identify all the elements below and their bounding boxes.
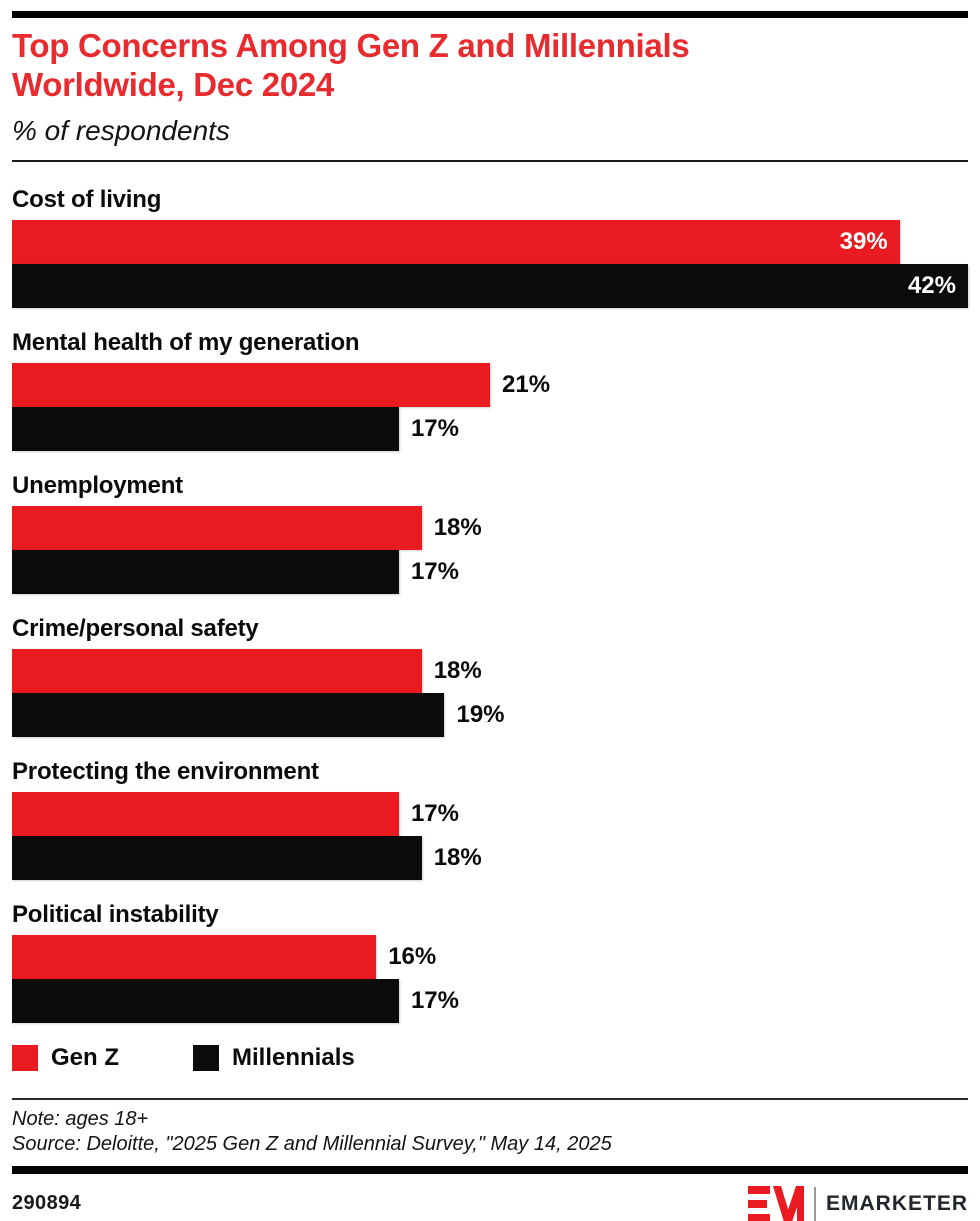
- chart-group: Mental health of my generation 21% 17%: [12, 329, 968, 451]
- bar-row: 21%: [12, 362, 968, 407]
- gen-z-bar: [12, 934, 377, 979]
- chart-subtitle: % of respondents: [12, 114, 230, 146]
- footer-row: 290894 EMARKETER: [12, 1185, 968, 1221]
- category-label: Protecting the environment: [12, 757, 319, 785]
- gen-z-bar: 39%: [12, 219, 900, 264]
- category-label: Mental health of my generation: [12, 328, 360, 356]
- note-line: Note: ages 18+: [12, 1107, 149, 1130]
- chart-groups: Cost of living 39% 42% Mental health of my …: [12, 186, 968, 1023]
- source-line: Source: Deloitte, "2025 Gen Z and Millen…: [12, 1133, 612, 1156]
- bar-row: 19%: [12, 692, 968, 737]
- chart-group: Crime/personal safety 18% 19%: [12, 615, 968, 737]
- chart-group: Protecting the environment 17% 18%: [12, 758, 968, 880]
- bar-value-label: 18%: [433, 843, 482, 871]
- bar-row: 17%: [12, 549, 968, 594]
- bar-row: 17%: [12, 406, 968, 451]
- bar-value-label: 17%: [410, 557, 459, 585]
- header-divider: [12, 159, 968, 162]
- legend-item: Millennials: [193, 1044, 355, 1072]
- bar-row: 18%: [12, 648, 968, 693]
- gen-z-bar: [12, 362, 490, 407]
- bar-row: 18%: [12, 505, 968, 550]
- bar-value-label: 18%: [433, 513, 482, 541]
- millennials-bar: [12, 549, 399, 594]
- category-label: Unemployment: [12, 471, 183, 499]
- chart-group: Unemployment 18% 17%: [12, 472, 968, 594]
- bar-value-label: 18%: [433, 656, 482, 684]
- brand-wordmark: EMARKETER: [825, 1191, 968, 1215]
- bar-row: 17%: [12, 978, 968, 1023]
- millennials-bar: [12, 406, 399, 451]
- bottom-rule: [12, 1165, 968, 1174]
- legend-label: Gen Z: [51, 1043, 120, 1071]
- bar-chart: Cost of living 39% 42% Mental health of my …: [12, 186, 968, 1072]
- legend-label: Millennials: [232, 1043, 355, 1071]
- bar-value-label: 21%: [502, 370, 551, 398]
- bar-value-label: 17%: [410, 986, 459, 1014]
- millennials-bar: [12, 692, 445, 737]
- logo-divider: [813, 1186, 816, 1221]
- bar-row: 42%: [12, 263, 968, 308]
- emarketer-logo: EMARKETER: [747, 1185, 968, 1221]
- bar-value-label: 17%: [410, 414, 459, 442]
- category-label: Cost of living: [12, 185, 162, 213]
- bar-row: 39%: [12, 219, 968, 264]
- bar-value-label: 17%: [410, 799, 459, 827]
- millennials-bar: [12, 978, 399, 1023]
- emarketer-monogram-icon: [747, 1185, 804, 1221]
- chart-notes: Note: ages 18+ Source: Deloitte, "2025 G…: [12, 1107, 968, 1158]
- gen-z-bar: [12, 648, 422, 693]
- chart-group: Cost of living 39% 42%: [12, 186, 968, 308]
- bar-row: 16%: [12, 934, 968, 979]
- millennials-bar: 42%: [12, 263, 968, 308]
- bar-value-label: 39%: [839, 227, 888, 255]
- chart-group: Political instability 16% 17%: [12, 901, 968, 1023]
- bar-row: 17%: [12, 791, 968, 836]
- bar-value-label: 19%: [456, 700, 505, 728]
- chart-legend: Gen Z Millennials: [12, 1044, 968, 1072]
- chart-title: Top Concerns Among Gen Z and Millennials…: [12, 27, 690, 103]
- category-label: Political instability: [12, 900, 219, 928]
- bar-value-label: 16%: [388, 942, 437, 970]
- category-label: Crime/personal safety: [12, 614, 259, 642]
- millennials-bar: [12, 835, 422, 880]
- gen-z-bar: [12, 505, 422, 550]
- chart-id: 290894: [12, 1192, 82, 1215]
- gen-z-bar: [12, 791, 399, 836]
- bar-value-label: 42%: [907, 271, 956, 299]
- top-rule: [12, 11, 968, 18]
- bar-row: 18%: [12, 835, 968, 880]
- legend-swatch-icon: [193, 1044, 220, 1071]
- legend-item: Gen Z: [12, 1044, 119, 1072]
- footer-divider: [12, 1097, 968, 1100]
- legend-swatch-icon: [12, 1044, 38, 1071]
